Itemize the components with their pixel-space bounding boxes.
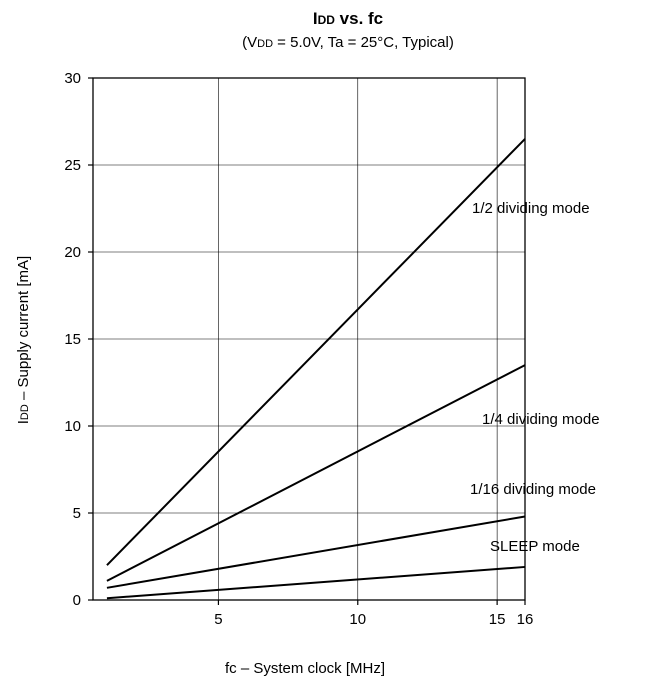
y-tick-label-5: 5 xyxy=(73,505,81,522)
x-tick-label-15: 15 xyxy=(489,611,506,628)
chart-subtitle-rest: = 5.0V, Ta = 25°C, Typical) xyxy=(273,34,454,51)
series-layer xyxy=(106,138,526,600)
series-label-4: SLEEP mode xyxy=(490,538,580,555)
x-tick-label-10: 10 xyxy=(349,611,366,628)
y-tick-label-0: 0 xyxy=(73,592,81,609)
grid-layer xyxy=(93,78,525,600)
y-axis-label-subscript: DD xyxy=(19,404,31,420)
series-label-3: 1/16 dividing mode xyxy=(470,481,596,498)
series-line-2 xyxy=(106,364,526,582)
chart-subtitle-subscript: DD xyxy=(257,38,273,50)
chart-subtitle: (VDD = 5.0V, Ta = 25°C, Typical) xyxy=(242,34,454,51)
y-tick-label-30: 30 xyxy=(64,70,81,87)
y-tick-label-20: 20 xyxy=(64,244,81,261)
series-line-1 xyxy=(106,138,526,566)
x-tick-label-16: 16 xyxy=(517,611,534,628)
chart-title: IDD vs. fc xyxy=(313,9,383,28)
y-tick-label-15: 15 xyxy=(64,331,81,348)
series-line-4 xyxy=(106,565,526,600)
series-label-1: 1/2 dividing mode xyxy=(472,200,590,217)
chart-title-main: I xyxy=(313,9,318,28)
x-axis-label: fc – System clock [MHz] xyxy=(225,660,385,677)
y-tick-label-25: 25 xyxy=(64,157,81,174)
chart-subtitle-open: (V xyxy=(242,34,257,51)
tick-layer: 0 5 10 15 20 25 30 5 10 15 16 xyxy=(64,70,533,628)
y-axis-label: IDD – Supply current [mA] xyxy=(15,256,32,424)
series-label-2: 1/4 dividing mode xyxy=(482,411,600,428)
y-tick-label-10: 10 xyxy=(64,418,81,435)
y-axis-label-rest: – Supply current [mA] xyxy=(15,256,32,404)
y-axis-label-prefix: I xyxy=(15,420,32,424)
chart-title-rest: vs. fc xyxy=(335,9,383,28)
series-line-3 xyxy=(106,515,526,589)
x-tick-label-5: 5 xyxy=(214,611,222,628)
series-label-layer: 1/2 dividing mode 1/4 dividing mode 1/16 d… xyxy=(470,200,600,555)
chart-title-subscript: DD xyxy=(318,13,336,27)
